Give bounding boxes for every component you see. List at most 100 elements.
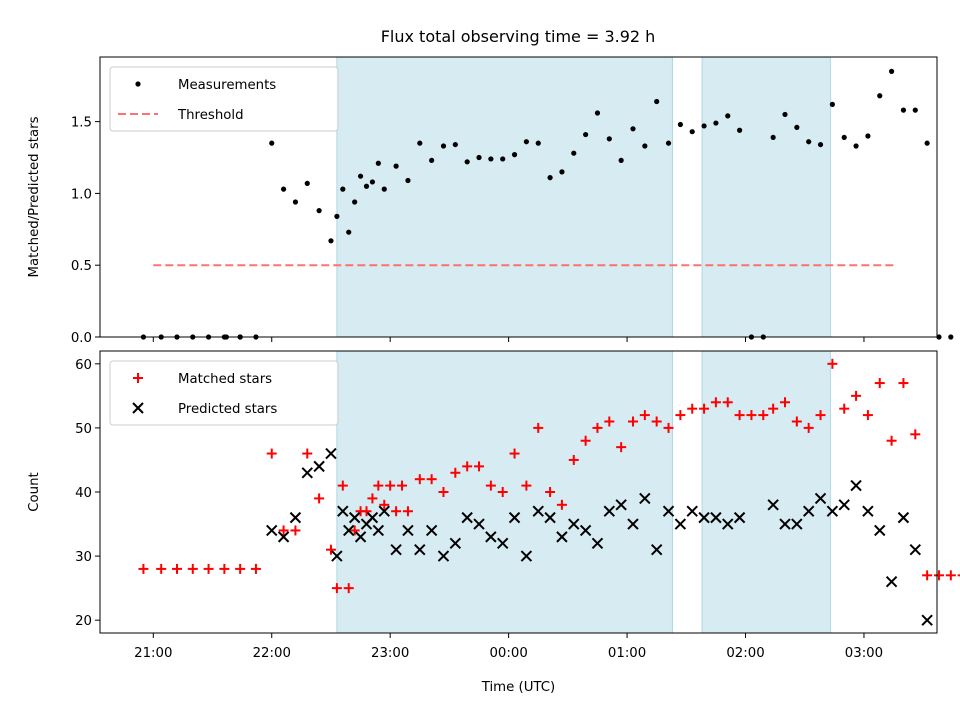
data-point — [936, 334, 942, 340]
data-point — [826, 505, 839, 517]
data-point — [363, 183, 370, 189]
data-point — [900, 107, 907, 113]
data-point — [462, 461, 473, 472]
data-point-d2 — [437, 550, 450, 562]
data-point — [686, 505, 698, 517]
y-axis-label: Matched/Predicted stars — [27, 116, 42, 277]
legend-handle — [132, 402, 144, 414]
data-point-d2 — [686, 505, 698, 517]
data-point — [874, 378, 885, 389]
data-point — [710, 397, 721, 408]
data-point — [639, 492, 651, 505]
data-point-d2 — [710, 511, 722, 524]
data-point — [547, 175, 553, 181]
data-point — [314, 493, 325, 504]
data-point — [474, 461, 485, 472]
data-point-d2 — [897, 511, 910, 524]
data-point-d2 — [591, 537, 604, 549]
data-point — [841, 134, 847, 141]
data-point — [509, 448, 520, 459]
data-point — [618, 157, 624, 163]
data-point — [302, 448, 313, 459]
data-point — [292, 199, 299, 205]
data-point — [827, 358, 838, 369]
data-point-d2 — [698, 511, 710, 524]
data-point — [677, 121, 683, 128]
data-point — [250, 563, 261, 574]
data-point-d2 — [722, 518, 734, 530]
bottom-panel: 20 30 40 50 60 21:00 22:00 23:00 00:00 01:00 02:00… — [27, 350, 960, 695]
data-point — [372, 524, 385, 537]
data-point — [138, 563, 149, 574]
data-point — [583, 131, 589, 138]
data-point — [591, 537, 604, 549]
data-point-d2 — [301, 467, 313, 479]
data-point-d2 — [568, 518, 580, 530]
data-point — [924, 140, 930, 146]
data-point — [497, 487, 508, 497]
x-tick-label: 00:00 — [489, 646, 527, 661]
data-point — [710, 511, 722, 524]
y-tick-label: 1.0 — [71, 187, 92, 202]
data-point — [397, 480, 408, 491]
legend-handle — [135, 81, 141, 87]
shaded-interval-0 — [336, 56, 673, 338]
data-point-d2 — [791, 518, 803, 530]
shaded-interval-1 — [701, 350, 831, 634]
data-point — [521, 480, 532, 491]
data-point — [701, 123, 707, 129]
data-point — [440, 143, 447, 149]
data-point — [417, 140, 423, 146]
data-point — [325, 447, 337, 460]
data-point — [203, 563, 214, 574]
data-point — [779, 518, 791, 530]
x-tick-label: 22:00 — [253, 646, 291, 661]
data-point-d2 — [497, 537, 509, 549]
data-point — [865, 133, 871, 139]
data-point-d2 — [266, 524, 278, 537]
data-point — [316, 208, 322, 214]
data-point — [910, 429, 921, 440]
data-point — [476, 154, 482, 161]
data-point — [235, 563, 246, 574]
data-point — [390, 543, 402, 556]
data-point — [354, 531, 367, 543]
data-point — [791, 518, 803, 530]
data-point-d2 — [603, 505, 616, 517]
data-point — [725, 113, 731, 119]
data-point — [885, 576, 898, 588]
legend: Measurements Threshold — [109, 66, 339, 132]
data-point — [545, 487, 556, 497]
data-point — [556, 499, 567, 510]
data-point — [219, 563, 230, 574]
data-point — [630, 126, 636, 132]
data-point — [594, 110, 601, 116]
data-point — [461, 511, 473, 524]
data-point — [806, 139, 812, 145]
data-point-d2 — [372, 524, 385, 537]
data-point-d2 — [627, 518, 639, 530]
data-point — [508, 511, 521, 524]
data-point — [663, 422, 674, 433]
data-point — [485, 480, 496, 491]
legend-label: Threshold — [177, 108, 244, 123]
data-point — [838, 499, 850, 511]
data-point — [770, 134, 776, 141]
data-point — [862, 410, 873, 421]
data-point — [802, 505, 815, 517]
data-point-d2 — [921, 614, 933, 626]
data-point — [768, 403, 779, 414]
data-point-d2 — [779, 518, 791, 530]
data-point — [349, 525, 360, 536]
data-point — [343, 524, 355, 537]
data-point — [523, 139, 529, 145]
data-point — [355, 506, 366, 517]
data-point-d2 — [354, 531, 367, 543]
data-point — [674, 518, 687, 530]
data-point — [912, 107, 918, 113]
data-point — [533, 422, 544, 433]
data-point — [948, 334, 954, 340]
data-point-d2 — [485, 531, 497, 543]
data-point — [722, 518, 734, 530]
